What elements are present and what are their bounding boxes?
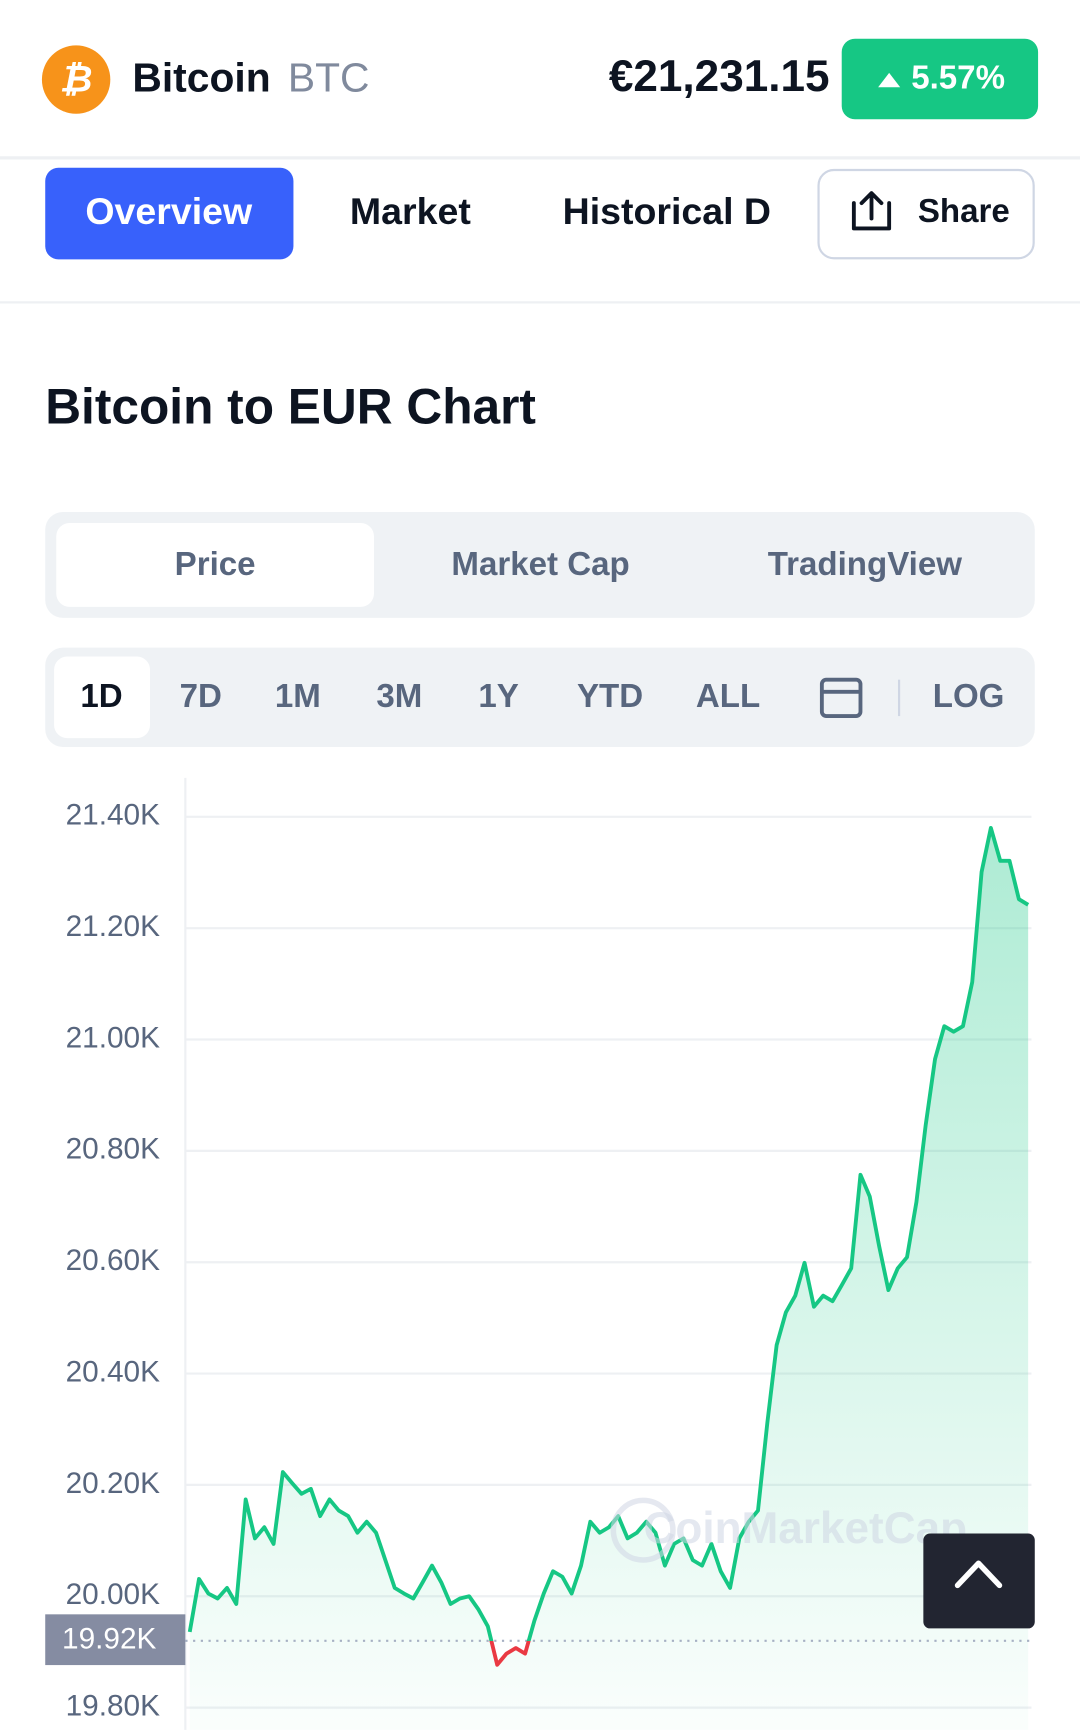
mode-option[interactable]: TradingView <box>768 546 963 583</box>
y-tick-label: 20.60K <box>66 1244 160 1277</box>
watermark: CoinMarketCap <box>644 1504 968 1553</box>
scroll-top-icon <box>954 1560 1003 1589</box>
coin-name: Bitcoin <box>132 54 270 100</box>
range-option[interactable]: 1M <box>275 678 321 715</box>
change-badge <box>841 38 1039 120</box>
share-icon <box>851 191 892 231</box>
up-arrow <box>878 72 901 88</box>
tab[interactable]: Overview <box>85 190 253 232</box>
y-tick-label: 20.20K <box>66 1467 160 1500</box>
y-tick-label: 21.20K <box>66 910 160 943</box>
range-option[interactable]: ALL <box>696 678 760 715</box>
reference-label-bg <box>45 1614 186 1666</box>
y-tick-label: 20.40K <box>66 1355 160 1388</box>
y-tick-label: 21.40K <box>66 799 160 832</box>
mode-active-bg[interactable] <box>56 523 374 607</box>
y-tick-label: 20.80K <box>66 1133 160 1166</box>
range-active-bg[interactable] <box>54 656 151 739</box>
price-area <box>189 827 1029 1730</box>
price-line <box>187 826 1030 1667</box>
tab[interactable]: Market <box>350 190 471 232</box>
btc-glyph: ₿ <box>60 58 93 100</box>
btc-icon <box>41 45 111 114</box>
reference-label: 19.92K <box>62 1623 156 1656</box>
range-selector <box>45 647 1035 747</box>
y-tick-label: 19.80K <box>66 1689 160 1722</box>
coin-symbol: BTC <box>288 54 370 100</box>
y-tick-label: 21.00K <box>66 1021 160 1054</box>
range-option[interactable]: 7D <box>180 678 222 715</box>
range-option[interactable]: YTD <box>577 678 643 715</box>
change-value: 5.57% <box>911 59 1005 96</box>
share-label[interactable]: Share <box>918 193 1010 230</box>
range-option[interactable]: 1D <box>80 678 122 715</box>
mode-option[interactable]: Price <box>175 546 256 583</box>
scroll-top-button[interactable] <box>923 1533 1035 1629</box>
range-option[interactable]: 3M <box>376 678 422 715</box>
chart-title: Bitcoin to EUR Chart <box>45 379 536 435</box>
range-option[interactable]: 1Y <box>478 678 518 715</box>
log-toggle[interactable]: LOG <box>933 678 1005 715</box>
y-tick-label: 20.00K <box>66 1578 160 1611</box>
calendar-icon[interactable] <box>819 677 863 719</box>
mode-option[interactable]: Market Cap <box>451 546 629 583</box>
tab[interactable]: Historical D <box>563 190 771 232</box>
tab-active-bg[interactable] <box>45 167 294 260</box>
watermark-logo <box>610 1497 676 1563</box>
price: €21,231.15 <box>609 52 830 101</box>
